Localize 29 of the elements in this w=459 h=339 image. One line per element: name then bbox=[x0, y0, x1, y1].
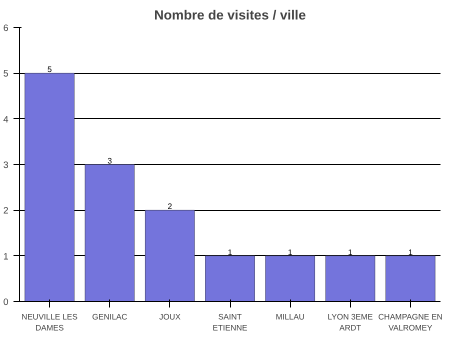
bar bbox=[265, 256, 316, 302]
bar bbox=[84, 164, 135, 302]
y-tick-label: 2 bbox=[3, 206, 9, 216]
y-tick-label: 0 bbox=[3, 297, 9, 307]
bar bbox=[144, 210, 195, 302]
y-tick-label: 4 bbox=[3, 114, 9, 124]
bar bbox=[386, 256, 436, 302]
chart-title: Nombre de visites / ville bbox=[154, 8, 306, 22]
y-tick-label: 6 bbox=[3, 23, 9, 33]
bar bbox=[24, 72, 74, 302]
y-tick-label: 1 bbox=[3, 251, 9, 262]
x-tick-label: SAINT ETIENNE bbox=[212, 312, 248, 332]
data-label: 2 bbox=[168, 202, 173, 212]
data-label: 1 bbox=[348, 248, 354, 257]
data-label: 1 bbox=[408, 248, 414, 257]
y-tick-label: 3 bbox=[3, 160, 9, 170]
x-tick-label: NEUVILLE LES DAMES bbox=[22, 312, 78, 332]
x-tick-label: GENILAC bbox=[92, 312, 128, 322]
y-tick-label: 5 bbox=[3, 68, 9, 79]
bar bbox=[205, 256, 255, 302]
bar bbox=[325, 256, 376, 302]
data-label: 3 bbox=[107, 156, 112, 166]
x-tick-label: CHAMPAGNE EN VALROMEY bbox=[378, 312, 443, 332]
data-label: 5 bbox=[47, 65, 52, 74]
x-tick-label: JOUX bbox=[159, 312, 182, 322]
x-tick-label: MILLAU bbox=[276, 312, 305, 322]
data-label: 1 bbox=[228, 248, 233, 257]
x-tick-label: LYON 3EME ARDT bbox=[328, 312, 373, 332]
data-label: 1 bbox=[288, 248, 293, 257]
